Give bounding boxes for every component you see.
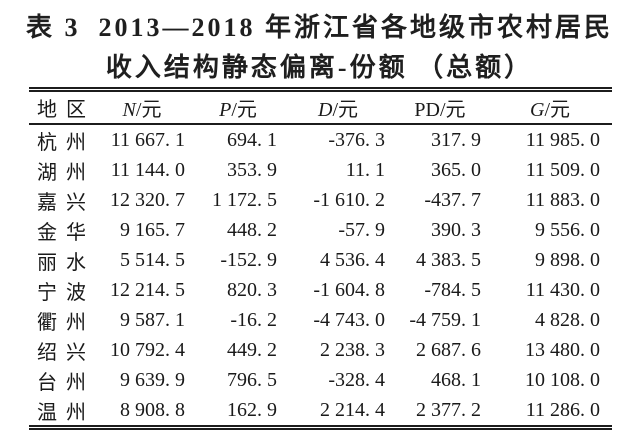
region-cell: 丽水 xyxy=(37,251,95,274)
value-cell: 796. 5 xyxy=(227,368,277,391)
table-row: 宁波 12 214. 5 820. 3 -1 604. 8 -784. 5 11 430.… xyxy=(29,275,612,305)
value-cell: 820. 3 xyxy=(227,278,277,301)
value-cell: 11 667. 1 xyxy=(110,128,185,151)
value-cell: 9 639. 9 xyxy=(120,368,185,391)
value-cell: 449. 2 xyxy=(227,338,277,361)
value-cell: 11 883. 0 xyxy=(525,188,600,211)
column-header-region: 地区 xyxy=(29,90,92,125)
value-cell: 10 108. 0 xyxy=(525,368,600,391)
region-cell: 衢州 xyxy=(37,311,95,334)
value-cell: 13 480. 0 xyxy=(525,338,600,361)
value-cell: 4 536. 4 xyxy=(320,248,385,271)
value-cell: 9 898. 0 xyxy=(535,248,600,271)
value-cell: 2 214. 4 xyxy=(320,398,385,421)
table-row: 湖州 11 144. 0 353. 9 11. 1 365. 0 11 509. 0 xyxy=(29,155,612,185)
table-row: 温州 8 908. 8 162. 9 2 214. 4 2 377. 2 11 286. … xyxy=(29,395,612,428)
value-cell: 448. 2 xyxy=(227,218,277,241)
value-cell: 694. 1 xyxy=(227,128,277,151)
value-cell: 5 514. 5 xyxy=(120,248,185,271)
table-row: 金华 9 165. 7 448. 2 -57. 9 390. 3 9 556. 0 xyxy=(29,215,612,245)
value-cell: 11. 1 xyxy=(345,158,385,181)
value-cell: 4 383. 5 xyxy=(416,248,481,271)
table-title-line1: 表 3 2013—2018 年浙江省各地级市农村居民 xyxy=(0,8,639,48)
value-cell: 2 377. 2 xyxy=(416,398,481,421)
value-cell: -4 743. 0 xyxy=(313,308,385,331)
value-cell: 4 828. 0 xyxy=(535,308,600,331)
column-header-n: N/元 xyxy=(92,90,192,125)
column-header-unit: /元 xyxy=(544,99,570,121)
column-header-unit: /元 xyxy=(332,99,358,121)
table-row: 台州 9 639. 9 796. 5 -328. 4 468. 1 10 108. 0 xyxy=(29,365,612,395)
value-cell: 468. 1 xyxy=(431,368,481,391)
value-cell: 9 556. 0 xyxy=(535,218,600,241)
column-header-label: 地区 xyxy=(37,99,95,121)
value-cell: -57. 9 xyxy=(338,218,385,241)
region-cell: 温州 xyxy=(37,401,95,424)
region-cell: 嘉兴 xyxy=(37,191,95,214)
value-cell: 8 908. 8 xyxy=(120,398,185,421)
column-header-label: D xyxy=(317,99,333,121)
value-cell: 365. 0 xyxy=(431,158,481,181)
value-cell: -4 759. 1 xyxy=(409,308,481,331)
value-cell: 11 430. 0 xyxy=(525,278,600,301)
column-header-unit: /元 xyxy=(231,99,257,121)
value-cell: 11 144. 0 xyxy=(110,158,185,181)
header-row: 地区 N/元 P/元 D/元 PD/元 G/元 xyxy=(29,90,612,125)
table-title-line2: 收入结构静态偏离-份额 （总额） xyxy=(105,53,534,82)
value-cell: 353. 9 xyxy=(227,158,277,181)
region-cell: 绍兴 xyxy=(37,341,95,364)
value-cell: 390. 3 xyxy=(431,218,481,241)
table-row: 丽水 5 514. 5 -152. 9 4 536. 4 4 383. 5 9 898. … xyxy=(29,245,612,275)
column-header-unit: /元 xyxy=(135,99,162,121)
table-title: 表 3 2013—2018 年浙江省各地级市农村居民 收入结构静态偏离-份额 （总… xyxy=(0,8,639,88)
region-cell: 宁波 xyxy=(37,281,95,304)
column-header-p: P/元 xyxy=(192,90,284,125)
table-row: 衢州 9 587. 1 -16. 2 -4 743. 0 -4 759. 1 4 828.… xyxy=(29,305,612,335)
data-table: 地区 N/元 P/元 D/元 PD/元 G/元 杭州 11 667. 1 694. … xyxy=(29,87,612,430)
region-cell: 金华 xyxy=(37,221,95,244)
column-header-unit: /元 xyxy=(440,99,466,121)
value-cell: 2 238. 3 xyxy=(320,338,385,361)
table-body: 杭州 11 667. 1 694. 1 -376. 3 317. 9 11 985. 0 湖… xyxy=(29,124,612,428)
value-cell: 11 286. 0 xyxy=(525,398,600,421)
value-cell: 9 165. 7 xyxy=(120,218,185,241)
value-cell: 11 509. 0 xyxy=(525,158,600,181)
value-cell: 317. 9 xyxy=(431,128,481,151)
value-cell: -437. 7 xyxy=(424,188,481,211)
column-header-label: N xyxy=(122,99,136,121)
value-cell: -1 610. 2 xyxy=(313,188,385,211)
value-cell: 12 320. 7 xyxy=(110,188,185,211)
value-cell: 162. 9 xyxy=(227,398,277,421)
table-title-text: 2013—2018 年浙江省各地级市农村居民 xyxy=(98,13,614,42)
value-cell: 10 792. 4 xyxy=(110,338,185,361)
column-header-label: PD xyxy=(414,99,440,121)
value-cell: 1 172. 5 xyxy=(212,188,277,211)
table-row: 嘉兴 12 320. 7 1 172. 5 -1 610. 2 -437. 7 11 88… xyxy=(29,185,612,215)
column-header-label: P xyxy=(219,99,232,121)
table-row: 绍兴 10 792. 4 449. 2 2 238. 3 2 687. 6 13 480.… xyxy=(29,335,612,365)
column-header-d: D/元 xyxy=(284,90,392,125)
value-cell: -16. 2 xyxy=(230,308,277,331)
value-cell: -152. 9 xyxy=(220,248,277,271)
value-cell: 11 985. 0 xyxy=(525,128,600,151)
column-header-label: G xyxy=(529,99,545,121)
region-cell: 杭州 xyxy=(37,131,95,154)
value-cell: 2 687. 6 xyxy=(416,338,481,361)
value-cell: -376. 3 xyxy=(328,128,385,151)
value-cell: -328. 4 xyxy=(328,368,385,391)
region-cell: 湖州 xyxy=(37,161,95,184)
value-cell: 9 587. 1 xyxy=(120,308,185,331)
value-cell: -784. 5 xyxy=(424,278,481,301)
table-number: 表 3 xyxy=(25,13,81,42)
column-header-g: G/元 xyxy=(488,90,612,125)
table-row: 杭州 11 667. 1 694. 1 -376. 3 317. 9 11 985. 0 xyxy=(29,124,612,155)
region-cell: 台州 xyxy=(37,371,95,394)
value-cell: -1 604. 8 xyxy=(313,278,385,301)
column-header-pd: PD/元 xyxy=(392,90,488,125)
value-cell: 12 214. 5 xyxy=(110,278,185,301)
